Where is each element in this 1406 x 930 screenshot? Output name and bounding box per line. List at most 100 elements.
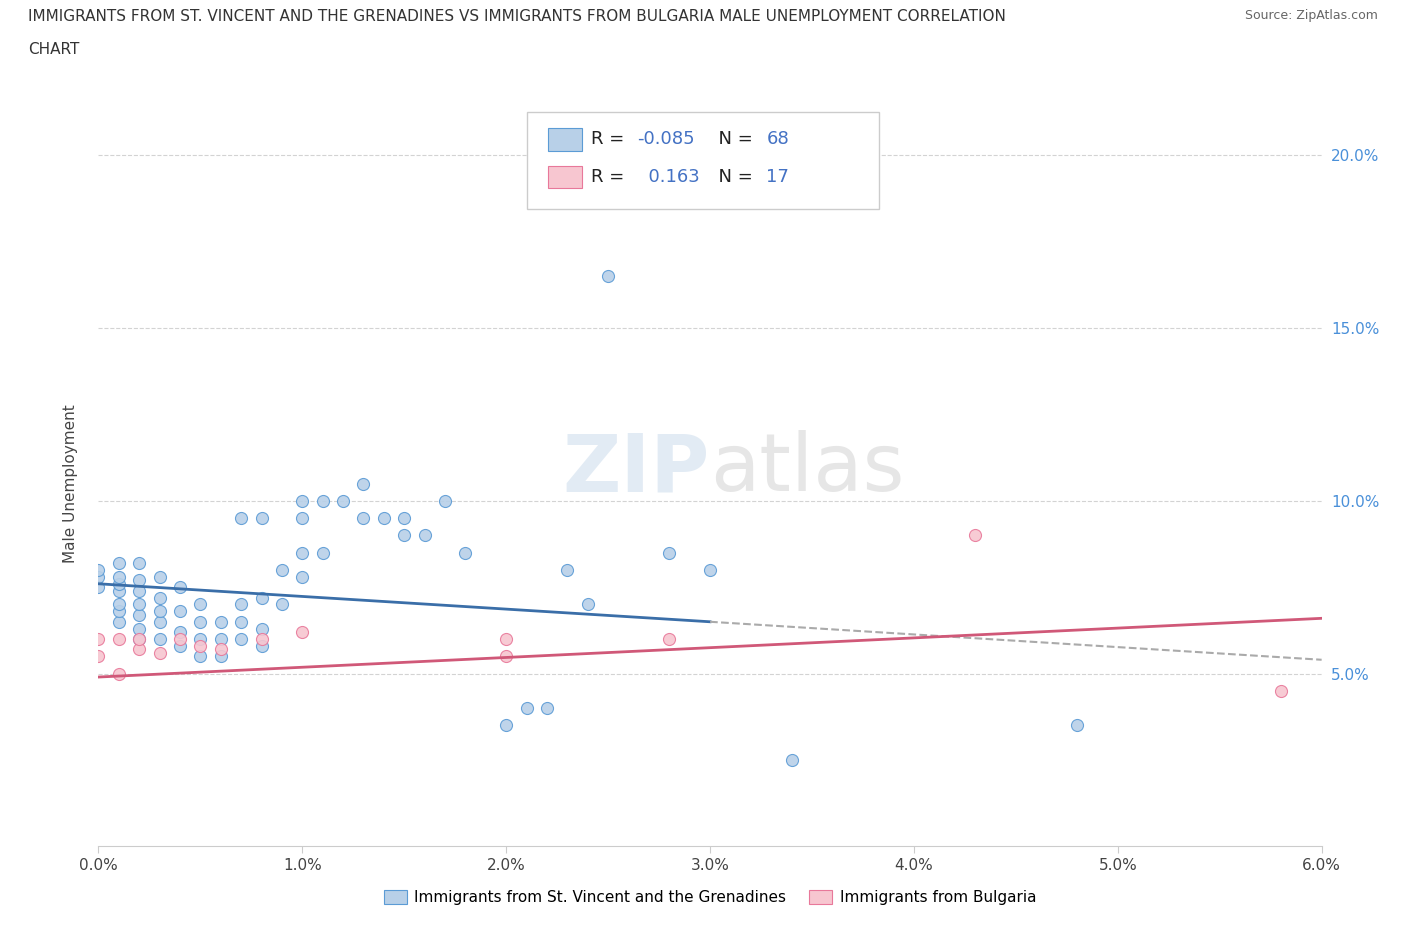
Point bbox=[128, 597, 150, 612]
Point bbox=[699, 563, 721, 578]
Point bbox=[495, 718, 517, 733]
Point bbox=[250, 511, 273, 525]
Point bbox=[149, 615, 172, 630]
Point bbox=[373, 511, 395, 525]
Point bbox=[108, 597, 131, 612]
Point bbox=[209, 649, 232, 664]
Point bbox=[108, 615, 131, 630]
Point bbox=[128, 621, 150, 636]
Point bbox=[658, 631, 681, 646]
Text: Source: ZipAtlas.com: Source: ZipAtlas.com bbox=[1244, 9, 1378, 22]
Point bbox=[108, 631, 131, 646]
Point bbox=[536, 700, 558, 715]
Text: R =: R = bbox=[591, 130, 630, 149]
Text: N =: N = bbox=[707, 130, 759, 149]
Point bbox=[169, 579, 191, 594]
Point bbox=[250, 621, 273, 636]
Point bbox=[270, 597, 292, 612]
Point bbox=[188, 597, 212, 612]
Point bbox=[169, 631, 191, 646]
Point bbox=[188, 615, 212, 630]
Point bbox=[270, 563, 292, 578]
Point bbox=[963, 528, 986, 543]
Point bbox=[291, 625, 314, 640]
Point bbox=[250, 631, 273, 646]
Point bbox=[128, 631, 150, 646]
Legend: Immigrants from St. Vincent and the Grenadines, Immigrants from Bulgaria: Immigrants from St. Vincent and the Gren… bbox=[378, 884, 1042, 911]
Point bbox=[149, 569, 172, 584]
Point bbox=[291, 545, 314, 560]
Point bbox=[188, 649, 212, 664]
Text: CHART: CHART bbox=[28, 42, 80, 57]
Point bbox=[87, 631, 110, 646]
Point bbox=[188, 639, 212, 654]
Point bbox=[87, 563, 110, 578]
Point bbox=[87, 569, 110, 584]
Point bbox=[413, 528, 436, 543]
Point bbox=[149, 591, 172, 605]
Point bbox=[454, 545, 477, 560]
Point bbox=[128, 642, 150, 657]
Point bbox=[291, 494, 314, 509]
Point bbox=[231, 631, 253, 646]
Text: atlas: atlas bbox=[710, 430, 904, 508]
Y-axis label: Male Unemployment: Male Unemployment bbox=[63, 405, 77, 563]
Point bbox=[87, 649, 110, 664]
Point bbox=[149, 604, 172, 618]
Text: 68: 68 bbox=[766, 130, 789, 149]
Point bbox=[128, 573, 150, 588]
Point bbox=[169, 604, 191, 618]
Point bbox=[555, 563, 579, 578]
Point bbox=[780, 752, 803, 767]
Point bbox=[209, 631, 232, 646]
Point bbox=[128, 631, 150, 646]
Point bbox=[231, 615, 253, 630]
Text: R =: R = bbox=[591, 167, 630, 186]
Point bbox=[576, 597, 599, 612]
Point bbox=[231, 511, 253, 525]
Point bbox=[108, 555, 131, 570]
Point bbox=[495, 649, 517, 664]
Text: 0.163: 0.163 bbox=[637, 167, 700, 186]
Point bbox=[149, 631, 172, 646]
Text: IMMIGRANTS FROM ST. VINCENT AND THE GRENADINES VS IMMIGRANTS FROM BULGARIA MALE : IMMIGRANTS FROM ST. VINCENT AND THE GREN… bbox=[28, 9, 1007, 24]
Point bbox=[108, 666, 131, 681]
Point bbox=[392, 528, 416, 543]
Point bbox=[188, 631, 212, 646]
Point bbox=[433, 494, 456, 509]
Point bbox=[169, 639, 191, 654]
Point bbox=[311, 494, 335, 509]
Point bbox=[658, 545, 681, 560]
Text: -0.085: -0.085 bbox=[637, 130, 695, 149]
Point bbox=[87, 579, 110, 594]
Point bbox=[291, 569, 314, 584]
Point bbox=[108, 583, 131, 598]
Point bbox=[128, 607, 150, 622]
Text: 17: 17 bbox=[766, 167, 789, 186]
Point bbox=[108, 604, 131, 618]
Point bbox=[392, 511, 416, 525]
Point bbox=[231, 597, 253, 612]
Point bbox=[250, 639, 273, 654]
Point bbox=[209, 615, 232, 630]
Point bbox=[311, 545, 335, 560]
Point bbox=[1270, 684, 1292, 698]
Point bbox=[108, 577, 131, 591]
Point bbox=[149, 645, 172, 660]
Point bbox=[352, 511, 374, 525]
Text: ZIP: ZIP bbox=[562, 430, 710, 508]
Text: N =: N = bbox=[707, 167, 759, 186]
Point bbox=[108, 569, 131, 584]
Point bbox=[352, 476, 374, 491]
Point bbox=[169, 625, 191, 640]
Point bbox=[209, 642, 232, 657]
Point bbox=[598, 269, 620, 284]
Point bbox=[128, 555, 150, 570]
Point bbox=[128, 583, 150, 598]
Point bbox=[291, 511, 314, 525]
Point bbox=[250, 591, 273, 605]
Point bbox=[332, 494, 354, 509]
Point bbox=[516, 700, 538, 715]
Point bbox=[1066, 718, 1088, 733]
Point bbox=[495, 631, 517, 646]
